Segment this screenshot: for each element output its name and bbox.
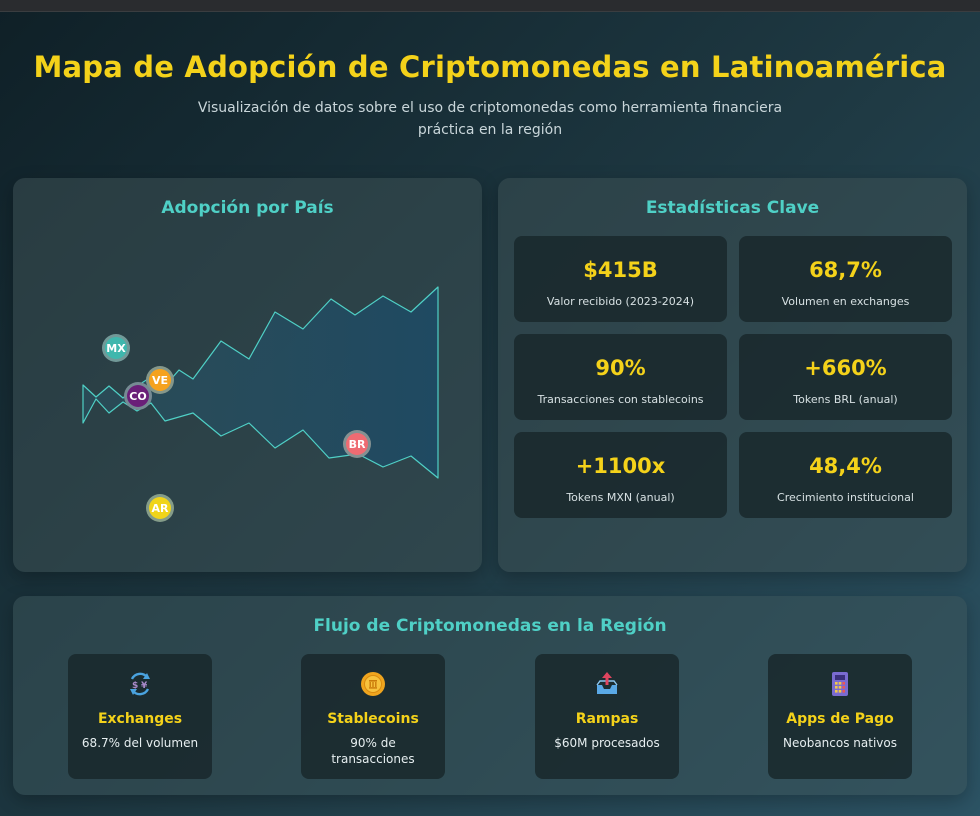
stat-label: Volumen en exchanges (781, 295, 910, 308)
stat-label: Valor recibido (2023-2024) (546, 295, 695, 308)
stat-card: +660% Tokens BRL (anual) (739, 334, 952, 420)
browser-top-bar (0, 0, 980, 12)
country-marker-ar[interactable]: AR (146, 494, 174, 522)
flow-name: Stablecoins (327, 711, 419, 727)
coin-icon (361, 672, 385, 696)
country-code-br: BR (348, 437, 366, 451)
flow-panel: Flujo de Criptomonedas en la Región $ ¥ … (13, 596, 967, 795)
svg-text:$: $ (132, 681, 138, 691)
flow-name: Apps de Pago (786, 711, 894, 727)
stat-label: Tokens BRL (anual) (793, 393, 898, 406)
stat-value: +1100x (575, 454, 666, 478)
country-marker-mx[interactable]: MX (102, 334, 130, 362)
flow-desc: Neobancos nativos (783, 736, 897, 750)
flow-card-stablecoins[interactable]: Stablecoins 90% de transacciones (301, 654, 445, 779)
svg-text:¥: ¥ (141, 681, 148, 691)
stat-value: $415B (583, 258, 658, 282)
stat-label: Transacciones con stablecoins (537, 393, 704, 406)
stat-card: +1100x Tokens MXN (anual) (514, 432, 727, 518)
stat-value: +660% (804, 356, 887, 380)
map-panel-title: Adopción por País (161, 198, 334, 218)
stats-panel-title: Estadísticas Clave (645, 198, 820, 218)
stat-card: $415B Valor recibido (2023-2024) (514, 236, 727, 322)
country-code-mx: MX (106, 341, 126, 355)
flow-name: Rampas (575, 711, 639, 727)
stat-card: 90% Transacciones con stablecoins (514, 334, 727, 420)
stats-panel: Estadísticas Clave $415B Valor recibido … (498, 178, 967, 572)
country-marker-co[interactable]: CO (124, 382, 152, 410)
stat-label: Tokens MXN (anual) (566, 491, 675, 504)
country-code-ve: VE (151, 373, 169, 387)
country-code-co: CO (129, 389, 147, 403)
map-panel: Adopción por País MX VE CO BR AR (13, 178, 482, 572)
flow-name: Exchanges (97, 711, 183, 727)
country-marker-br[interactable]: BR (343, 430, 371, 458)
flow-card-exchanges[interactable]: $ ¥ Exchanges 68.7% del volumen (68, 654, 212, 779)
stat-value: 90% (595, 356, 646, 380)
flow-desc: 68.7% del volumen (81, 736, 199, 750)
page-subtitle: Visualización de datos sobre el uso de c… (197, 100, 783, 138)
stat-label: Crecimiento institucional (777, 491, 914, 504)
flow-card-apps-de-pago[interactable]: Apps de Pago Neobancos nativos (768, 654, 912, 779)
outbox-tray-icon (596, 672, 618, 694)
flow-card-rampas[interactable]: Rampas $60M procesados (535, 654, 679, 779)
flow-panel-title: Flujo de Criptomonedas en la Región (313, 616, 667, 636)
stat-value: 68,7% (809, 258, 882, 282)
flow-desc: 90% de transacciones (331, 736, 415, 766)
page-title: Mapa de Adopción de Criptomonedas en Lat… (33, 50, 947, 84)
latam-map (82, 286, 439, 479)
calculator-icon (832, 672, 848, 696)
stat-card: 68,7% Volumen en exchanges (739, 236, 952, 322)
flow-desc: $60M procesados (554, 736, 660, 750)
country-code-ar: AR (151, 501, 169, 515)
stat-value: 48,4% (809, 454, 882, 478)
currency-exchange-icon: $ ¥ (130, 672, 150, 696)
stat-card: 48,4% Crecimiento institucional (739, 432, 952, 518)
